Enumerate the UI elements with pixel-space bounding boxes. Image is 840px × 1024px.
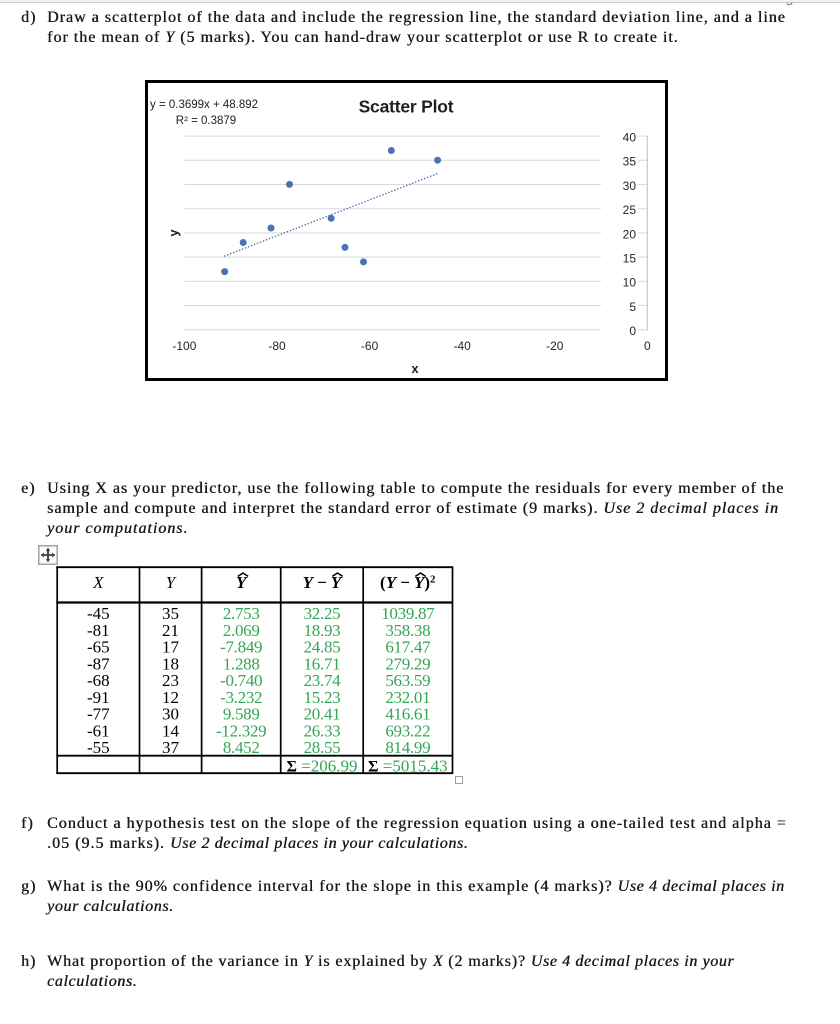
svg-text:Y − Y: Y − Y	[303, 573, 343, 592]
svg-text:23.74: 23.74	[304, 671, 342, 690]
svg-text:2.069: 2.069	[223, 621, 260, 640]
svg-text:-55: -55	[87, 738, 110, 757]
svg-text:15.23: 15.23	[304, 688, 341, 707]
svg-text:30: 30	[623, 179, 637, 193]
svg-text:-81: -81	[87, 621, 110, 640]
svg-text:0: 0	[644, 339, 651, 353]
svg-text:14: 14	[162, 721, 180, 740]
svg-text:X: X	[92, 573, 104, 592]
svg-text:35: 35	[623, 155, 637, 169]
svg-text:563.59: 563.59	[385, 671, 430, 690]
svg-text:R² = 0.3879: R² = 0.3879	[176, 115, 236, 127]
svg-text:Σ =206.99: Σ =206.99	[286, 757, 357, 776]
svg-text:10: 10	[623, 276, 637, 290]
svg-text:-60: -60	[361, 339, 379, 353]
svg-text:-12.329: -12.329	[216, 721, 266, 740]
svg-text:Y: Y	[236, 573, 248, 592]
svg-text:-0.740: -0.740	[220, 671, 262, 690]
svg-text:x: x	[411, 361, 419, 376]
svg-text:-61: -61	[87, 721, 110, 740]
svg-text:-7.849: -7.849	[220, 638, 262, 657]
svg-text:5: 5	[629, 300, 636, 314]
svg-text:-91: -91	[87, 688, 110, 707]
svg-text:30: 30	[162, 705, 179, 724]
svg-text:y = 0.3699x + 48.892: y = 0.3699x + 48.892	[150, 99, 258, 111]
svg-text:279.29: 279.29	[385, 654, 430, 673]
svg-text:0: 0	[629, 324, 636, 338]
svg-text:16.71: 16.71	[304, 654, 341, 673]
svg-text:12: 12	[162, 688, 179, 707]
svg-text:35: 35	[162, 604, 179, 623]
svg-text:20: 20	[623, 227, 637, 241]
svg-text:1.288: 1.288	[223, 654, 260, 673]
svg-text:-40: -40	[454, 339, 472, 353]
svg-text:-45: -45	[87, 604, 110, 623]
svg-text:25: 25	[623, 203, 637, 217]
svg-text:17: 17	[162, 638, 180, 657]
svg-text:32.25: 32.25	[304, 604, 341, 623]
svg-text:18: 18	[162, 654, 179, 673]
svg-text:-65: -65	[87, 638, 110, 657]
svg-text:18.93: 18.93	[304, 621, 341, 640]
svg-text:-77: -77	[87, 705, 110, 724]
svg-text:-100: -100	[172, 339, 196, 353]
svg-text:814.99: 814.99	[385, 738, 430, 757]
svg-text:37: 37	[162, 738, 180, 757]
svg-text:617.47: 617.47	[385, 638, 431, 657]
svg-text:24.85: 24.85	[304, 638, 341, 657]
svg-text:-3.232: -3.232	[220, 688, 262, 707]
svg-text:232.01: 232.01	[385, 688, 430, 707]
svg-text:693.22: 693.22	[385, 721, 430, 740]
svg-text:20.41: 20.41	[304, 705, 341, 724]
svg-text:Scatter Plot: Scatter Plot	[359, 97, 454, 117]
svg-text:1039.87: 1039.87	[381, 604, 435, 623]
svg-text:9.589: 9.589	[223, 705, 260, 724]
svg-text:358.38: 358.38	[385, 621, 430, 640]
svg-text:23: 23	[162, 671, 179, 690]
svg-text:28.55: 28.55	[304, 738, 341, 757]
svg-text:y: y	[166, 229, 181, 237]
svg-text:21: 21	[162, 621, 179, 640]
svg-text:-20: -20	[546, 339, 564, 353]
svg-text:-80: -80	[268, 339, 286, 353]
svg-text:26.33: 26.33	[304, 721, 341, 740]
svg-text:(Y − Y)2: (Y − Y)2	[380, 573, 436, 592]
svg-text:8.452: 8.452	[223, 738, 260, 757]
svg-text:2.753: 2.753	[223, 604, 260, 623]
svg-text:40: 40	[623, 131, 637, 145]
svg-text:416.61: 416.61	[385, 705, 430, 724]
svg-text:15: 15	[623, 252, 637, 266]
svg-text:-87: -87	[87, 654, 110, 673]
svg-text:Y: Y	[166, 573, 177, 592]
svg-text:Σ =5015.43: Σ =5015.43	[368, 757, 448, 776]
svg-text:-68: -68	[87, 671, 110, 690]
